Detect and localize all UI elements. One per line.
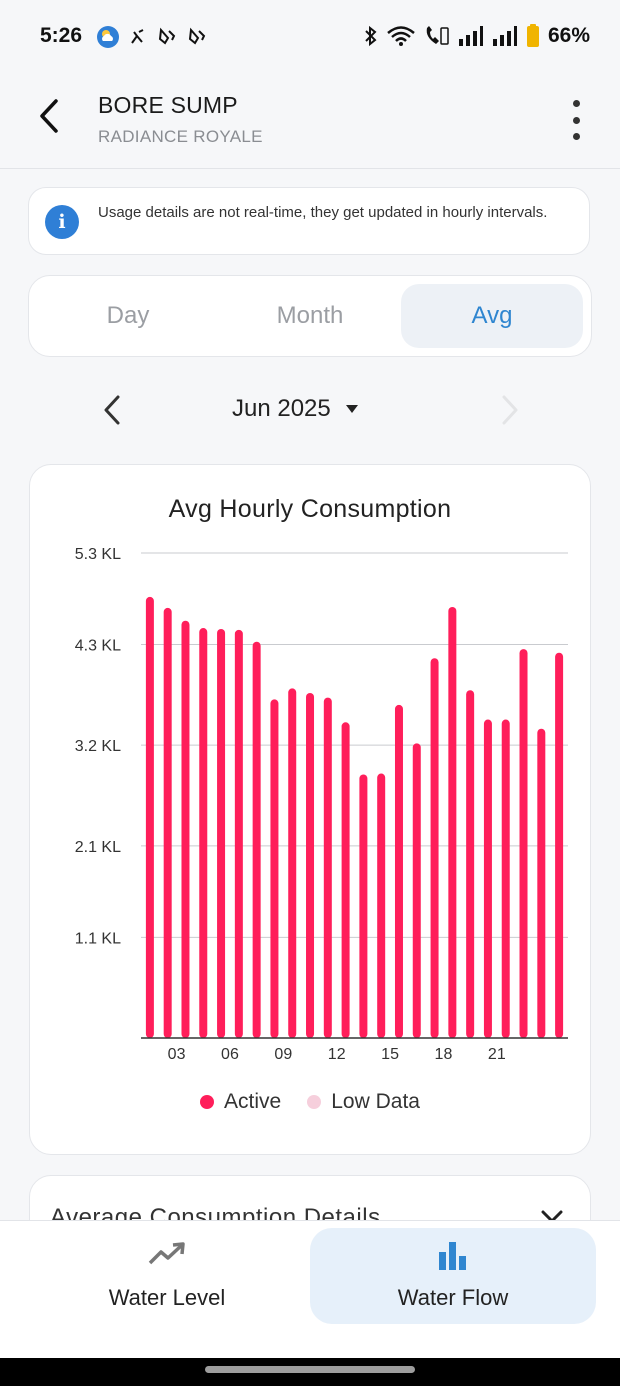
footprint-icon	[188, 27, 206, 45]
chart-bar[interactable]	[555, 652, 564, 1038]
tab-avg[interactable]: Avg	[401, 284, 583, 348]
x-tick-label: 21	[488, 1046, 506, 1063]
chart-bar[interactable]	[448, 606, 457, 1038]
month-label: Jun 2025	[232, 395, 331, 422]
wifi-call-icon	[426, 26, 449, 45]
chart-bar[interactable]	[341, 722, 350, 1038]
legend-dot-active	[200, 1095, 215, 1109]
chart-bar[interactable]	[430, 658, 439, 1038]
battery-icon	[526, 24, 539, 47]
info-notice: i Usage details are not real-time, they …	[28, 187, 590, 255]
info-icon: i	[45, 205, 79, 239]
chart-card: Avg Hourly Consumption 1.1 KL 2.1 KL 3.2 K…	[29, 464, 591, 1155]
bar-chart-icon	[439, 1242, 466, 1270]
signal-icon	[458, 26, 483, 46]
x-tick-label: 06	[221, 1046, 239, 1063]
x-tick-label: 03	[168, 1046, 186, 1063]
footprint-icon	[158, 27, 176, 45]
y-tick-label: 5.3 KL	[75, 546, 121, 563]
bar-chart: 1.1 KL 2.1 KL 3.2 KL 4.3 KL 5.3 KL 03 06 09 12 15…	[75, 546, 568, 1063]
chart-bar[interactable]	[163, 607, 172, 1038]
chart-bar[interactable]	[394, 704, 403, 1038]
notice-text: Usage details are not real-time, they ge…	[98, 204, 548, 221]
period-tabs: Day Month Avg	[28, 275, 592, 357]
chart-bar[interactable]	[483, 719, 492, 1038]
nav-label: Water Flow	[397, 1285, 509, 1310]
chart-bar[interactable]	[359, 774, 368, 1038]
y-tick-label: 2.1 KL	[75, 839, 121, 856]
y-tick-label: 3.2 KL	[75, 738, 121, 755]
chart-bar[interactable]	[537, 728, 546, 1038]
chart-bar[interactable]	[306, 693, 315, 1038]
page-subtitle: RADIANCE ROYALE	[98, 127, 263, 146]
battery-percent: 66%	[547, 24, 590, 47]
arrow-left-icon	[40, 99, 58, 133]
chart-title: Avg Hourly Consumption	[168, 495, 452, 523]
chevron-right-icon	[502, 395, 518, 425]
chart-bar[interactable]	[323, 697, 332, 1038]
x-tick-label: 09	[274, 1046, 292, 1063]
bluetooth-icon	[365, 25, 377, 47]
legend-item-low-data: Low Data	[307, 1090, 420, 1114]
previous-month-button[interactable]	[94, 392, 130, 428]
x-tick-label: 12	[328, 1046, 346, 1063]
chart-bar[interactable]	[377, 773, 386, 1038]
chart-bar[interactable]	[252, 641, 261, 1038]
chart-bar[interactable]	[288, 688, 297, 1038]
more-dot-icon	[572, 116, 580, 124]
legend-dot-low-data	[307, 1095, 322, 1109]
status-time: 5:26	[40, 24, 83, 47]
y-tick-label: 4.3 KL	[75, 638, 121, 655]
chart-bar[interactable]	[199, 628, 208, 1038]
more-options-button[interactable]	[568, 100, 584, 140]
bottom-navigation: Water Level Water Flow	[0, 1220, 620, 1359]
nav-label: Water Level	[108, 1285, 226, 1310]
x-tick-label: 15	[381, 1046, 399, 1063]
x-tick-label: 18	[435, 1046, 453, 1063]
chart-legend: Active Low Data	[30, 1090, 590, 1114]
back-button[interactable]	[28, 94, 72, 138]
wifi-icon	[387, 26, 415, 46]
caret-down-icon	[345, 405, 358, 413]
tab-month[interactable]: Month	[276, 302, 344, 329]
chart-bar[interactable]	[234, 629, 243, 1038]
chart-bar[interactable]	[501, 719, 510, 1038]
nav-water-flow[interactable]: Water Flow	[310, 1228, 596, 1324]
legend-label: Active	[224, 1090, 282, 1113]
app-bar: BORE SUMP RADIANCE ROYALE	[0, 72, 620, 169]
trend-up-icon	[148, 1242, 185, 1265]
tab-day[interactable]: Day	[106, 302, 150, 329]
month-navigator: Jun 2025	[0, 380, 620, 442]
legend-item-active: Active	[200, 1090, 281, 1114]
gesture-bar	[0, 1358, 620, 1386]
chevron-left-icon	[104, 395, 120, 425]
gesture-handle[interactable]	[205, 1366, 415, 1373]
month-selector[interactable]: Jun 2025	[232, 395, 359, 423]
chart-bar[interactable]	[466, 690, 475, 1038]
status-left-icons	[96, 25, 208, 49]
signal-icon	[492, 26, 517, 46]
more-dot-icon	[572, 133, 580, 140]
chart-bar[interactable]	[217, 628, 226, 1038]
y-tick-label: 1.1 KL	[75, 930, 121, 947]
legend-label: Low Data	[331, 1090, 420, 1113]
activity-icon	[131, 29, 144, 44]
status-right-icons: 66%	[364, 24, 590, 48]
chart-bar[interactable]	[519, 649, 528, 1038]
more-dot-icon	[572, 100, 580, 107]
page-title: BORE SUMP	[98, 92, 238, 118]
weather-icon	[97, 26, 119, 48]
chart-bar[interactable]	[181, 620, 190, 1038]
chart-bar[interactable]	[412, 743, 421, 1038]
chart-bar[interactable]	[145, 596, 154, 1038]
status-bar: 5:26 66%	[0, 0, 620, 72]
nav-water-level[interactable]: Water Level	[24, 1228, 310, 1324]
next-month-button[interactable]	[492, 392, 528, 428]
chart-bar[interactable]	[270, 699, 279, 1038]
